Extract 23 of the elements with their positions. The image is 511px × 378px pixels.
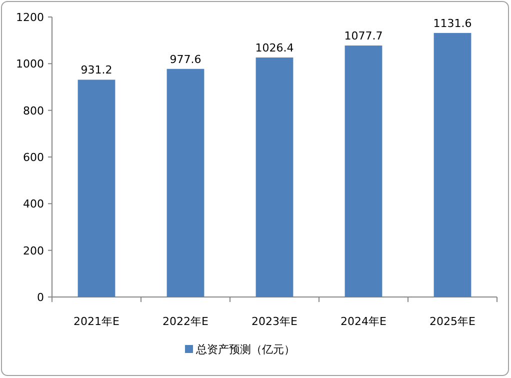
bar (434, 32, 472, 297)
bar (344, 46, 382, 297)
data-label: 931.2 (80, 64, 112, 77)
y-tick-label: 400 (23, 198, 44, 211)
bar (256, 58, 294, 297)
x-tick-label: 2025年E (430, 315, 476, 328)
y-tick-label: 600 (23, 151, 44, 164)
x-tick-label: 2022年E (162, 315, 209, 328)
legend-label: 总资产预测（亿元） (195, 343, 295, 356)
y-tick-label: 200 (23, 244, 44, 258)
data-label: 1077.7 (344, 30, 383, 43)
x-tick-label: 2024年E (340, 315, 387, 328)
y-tick-label: 800 (23, 104, 44, 118)
data-label: 1131.6 (433, 16, 472, 30)
x-tick-label: 2021年E (74, 315, 120, 328)
data-label: 1026.4 (255, 42, 294, 55)
x-tick-label: 2023年E (252, 315, 298, 328)
data-label: 977.6 (170, 52, 202, 66)
y-tick-label: 1000 (16, 58, 44, 71)
y-tick-label: 0 (37, 291, 44, 304)
bar (166, 68, 204, 297)
y-tick-label: 1200 (16, 11, 44, 24)
bar (78, 80, 116, 297)
